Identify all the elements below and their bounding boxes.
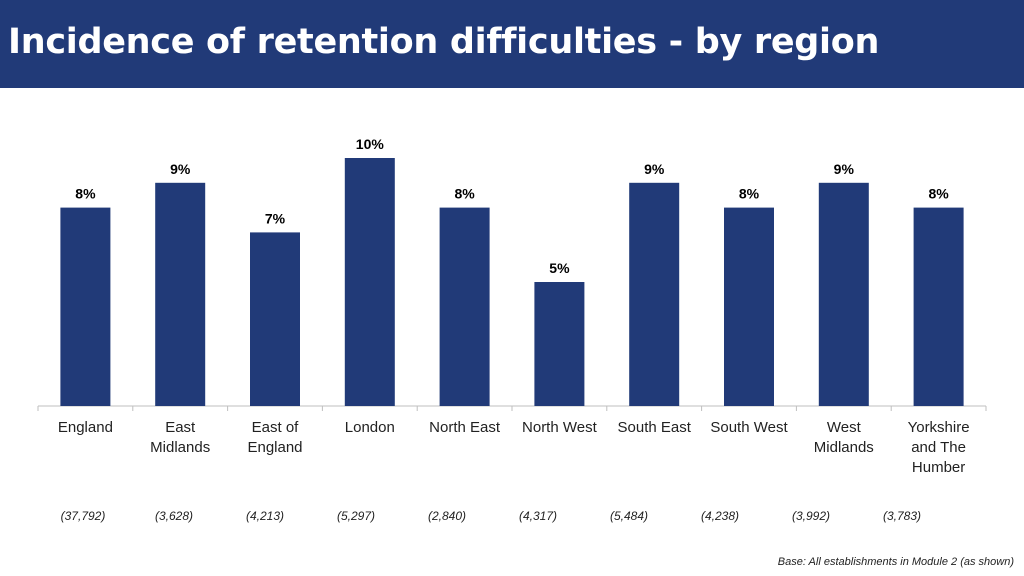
- category-label: Yorkshire: [908, 419, 970, 436]
- bar: [155, 182, 206, 406]
- category-label: Midlands: [814, 439, 874, 456]
- bar: [250, 232, 300, 406]
- data-label: 9%: [834, 161, 855, 177]
- category-label: London: [345, 419, 395, 436]
- header-bar: Incidence of retention difficulties - by…: [0, 0, 1024, 88]
- category-label: Humber: [912, 459, 965, 476]
- category-label: England: [58, 419, 113, 436]
- base-note: Base: All establishments in Module 2 (as…: [777, 556, 1014, 568]
- data-label: 10%: [356, 136, 385, 152]
- bar: [724, 207, 774, 406]
- bar: [344, 158, 395, 406]
- data-label: 8%: [928, 186, 949, 202]
- data-label: 9%: [170, 161, 191, 177]
- data-label: 9%: [644, 161, 665, 177]
- category-label: East: [165, 419, 196, 436]
- data-label: 7%: [265, 210, 286, 226]
- category-label: West: [827, 419, 862, 436]
- base-size-label: (3,628): [155, 509, 193, 523]
- data-label: 8%: [739, 186, 760, 202]
- category-label: East of: [252, 419, 300, 436]
- category-label: and The: [911, 439, 966, 456]
- data-label: 5%: [549, 260, 570, 276]
- category-label: North West: [522, 419, 598, 436]
- bar: [439, 207, 490, 406]
- base-size-label: (4,238): [701, 509, 739, 523]
- page-title: Incidence of retention difficulties - by…: [8, 22, 880, 62]
- bar: [629, 182, 680, 406]
- bar: [60, 207, 111, 406]
- base-size-label: (37,792): [61, 509, 106, 523]
- data-label: 8%: [75, 186, 96, 202]
- base-size-label: (3,783): [883, 509, 921, 523]
- base-size-label: (5,297): [337, 509, 375, 523]
- category-label: North East: [429, 419, 501, 436]
- category-label: Midlands: [150, 439, 210, 456]
- base-size-label: (5,484): [610, 509, 648, 523]
- category-label: England: [247, 439, 302, 456]
- bar: [818, 182, 869, 406]
- data-label: 8%: [454, 186, 475, 202]
- base-size-label: (4,213): [246, 509, 284, 523]
- bar: [913, 207, 964, 406]
- base-size-label: (4,317): [519, 509, 557, 523]
- category-label: South West: [710, 419, 788, 436]
- base-size-label: (3,992): [792, 509, 830, 523]
- bar: [534, 282, 585, 406]
- base-size-label: (2,840): [428, 509, 466, 523]
- category-label: South East: [618, 419, 692, 436]
